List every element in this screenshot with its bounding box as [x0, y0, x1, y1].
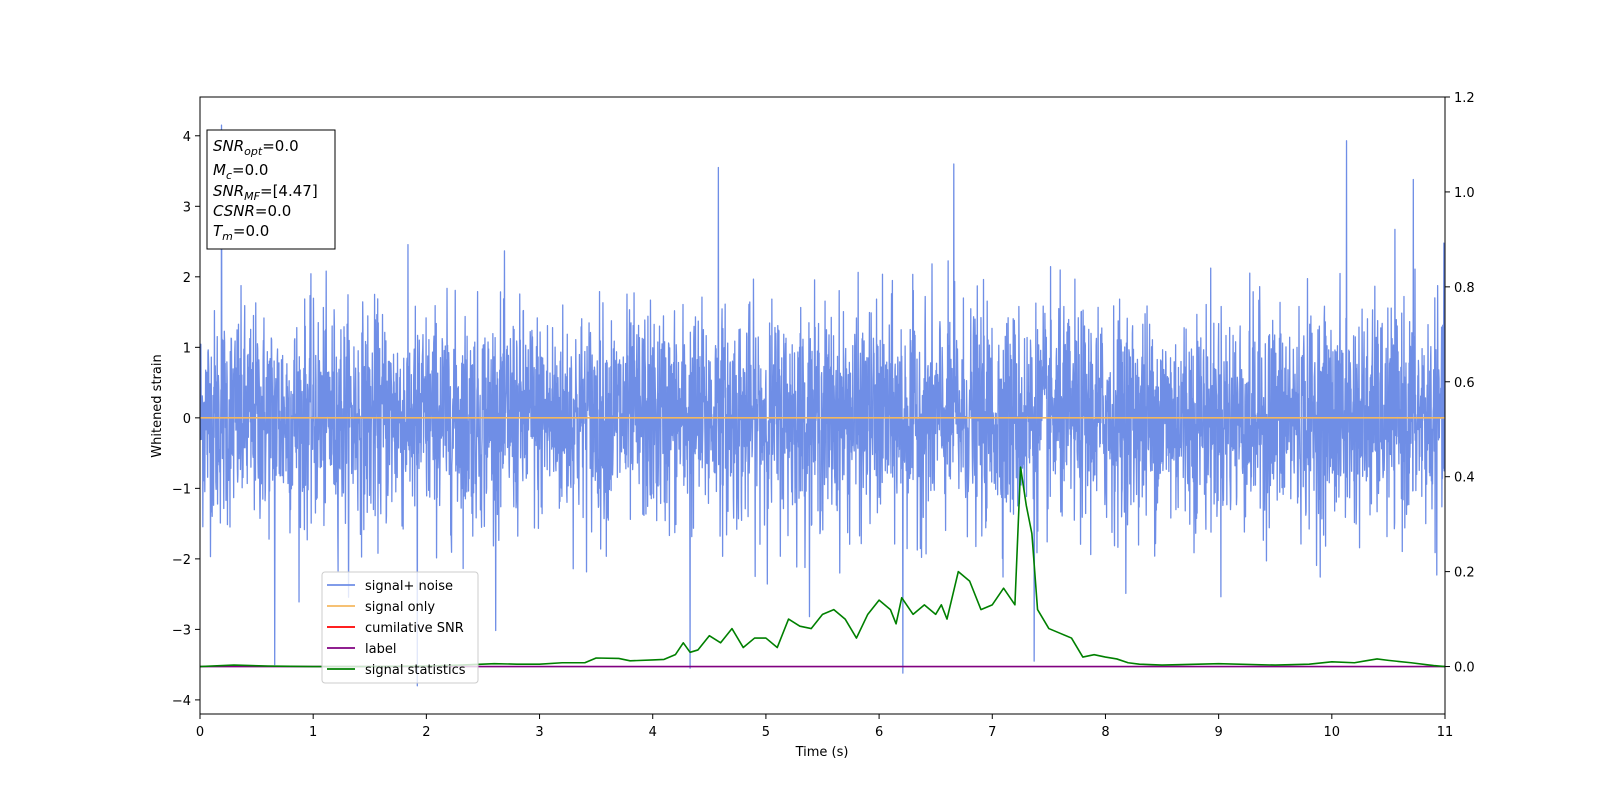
x-tick-label: 2: [422, 725, 430, 740]
annotation-value: =[4.47]: [260, 182, 318, 200]
annotation-symbol: T: [213, 222, 224, 240]
legend-label-signal-statistics: signal statistics: [365, 663, 466, 678]
annotation-value: =0.0: [255, 202, 291, 220]
legend-frame: [321, 571, 479, 684]
legend-label-label: label: [365, 642, 396, 657]
x-axis-label: Time (s): [795, 745, 849, 760]
x-tick-label: 0: [196, 725, 204, 740]
y2-tick-label: 0.4: [1454, 471, 1475, 486]
annotation-symbol: SNR: [213, 137, 244, 155]
x-tick-label: 7: [988, 725, 996, 740]
x-tick-label: 3: [535, 725, 543, 740]
legend-label-signal-only: signal only: [365, 600, 435, 615]
y-tick-label: −2: [172, 553, 191, 568]
y2-tick-label: 1.2: [1454, 91, 1475, 106]
annotation-subscript: MF: [244, 190, 260, 203]
series-line-signal-statistics: [200, 466, 1445, 668]
y-tick-label: 3: [183, 200, 191, 215]
y-tick-label: −4: [172, 694, 191, 709]
annotation-value: =0.0: [233, 222, 269, 240]
x-tick-label: 1: [309, 725, 317, 740]
annotation-line: Mc=0.0: [213, 161, 268, 182]
x-tick-label: 6: [875, 725, 883, 740]
annotation-frame: [206, 129, 336, 250]
y-axis-right: 0.0 0.2 0.4 0.6 0.8 1.0 1.2: [1445, 91, 1475, 676]
series-line-signal-noise: [200, 124, 1445, 687]
annotation-value: =0.0: [262, 137, 298, 155]
y-tick-label: 2: [183, 271, 191, 286]
legend-label-signal-noise: signal+ noise: [365, 579, 453, 594]
y2-tick-label: 0.8: [1454, 281, 1475, 296]
annotation-box: SNRopt=0.0Mc=0.0SNRMF=[4.47]CSNR=0.0Tm=0…: [206, 129, 336, 250]
y2-tick-label: 0.0: [1454, 661, 1475, 676]
annotation-value: =0.0: [232, 161, 268, 179]
x-tick-label: 9: [1214, 725, 1222, 740]
x-axis: 0 1 2 3 4 5 6 7 8 9 10 11: [196, 714, 1453, 740]
legend: signal+ noise signal only cumilative SNR la…: [321, 571, 479, 684]
y-tick-label: −1: [172, 482, 191, 497]
annotation-subscript: opt: [244, 145, 263, 158]
y-tick-label: 1: [183, 341, 191, 356]
y2-tick-label: 1.0: [1454, 186, 1475, 201]
annotation-subscript: c: [226, 169, 232, 182]
annotation-line: CSNR=0.0: [213, 202, 291, 220]
y-tick-label: 4: [183, 130, 191, 145]
y-axis-label: Whitened strain: [150, 354, 165, 457]
x-tick-label: 5: [762, 725, 770, 740]
plot-frame: [199, 96, 1446, 715]
x-tick-label: 4: [649, 725, 657, 740]
y-tick-label: 0: [183, 412, 191, 427]
y-axis-left: −4 −3 −2 −1 0 1 2 3 4: [172, 130, 200, 709]
x-tick-label: 10: [1324, 725, 1341, 740]
annotation-symbol: SNR: [213, 182, 244, 200]
annotation-line: SNRopt=0.0: [213, 137, 299, 158]
annotation-line: SNRMF=[4.47]: [213, 182, 318, 203]
y-tick-label: −3: [172, 623, 191, 638]
annotation-line: Tm=0.0: [213, 222, 269, 243]
y2-tick-label: 0.6: [1454, 376, 1475, 391]
annotation-symbol: CSNR: [213, 202, 255, 220]
x-tick-label: 11: [1437, 725, 1454, 740]
annotation-symbol: M: [213, 161, 226, 179]
y2-tick-label: 0.2: [1454, 566, 1475, 581]
annotation-subscript: m: [222, 230, 233, 243]
legend-label-cumilative-snr: cumilative SNR: [365, 621, 464, 636]
x-tick-label: 8: [1101, 725, 1109, 740]
